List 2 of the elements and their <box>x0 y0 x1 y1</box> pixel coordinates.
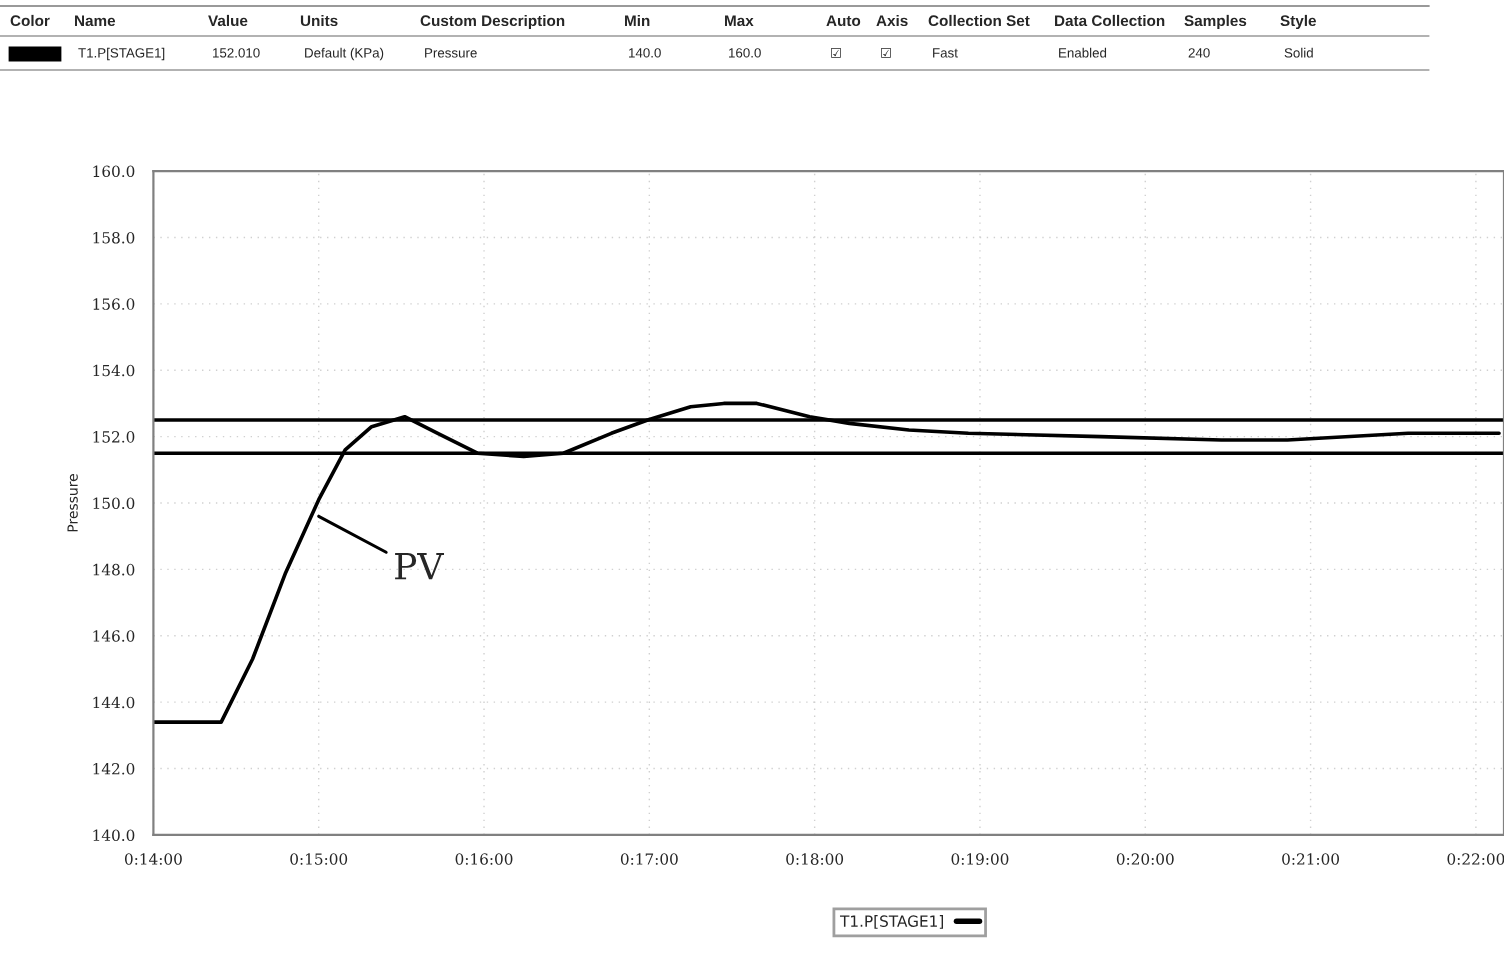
line-series <box>153 401 1501 724</box>
annotation: PV <box>395 553 445 580</box>
